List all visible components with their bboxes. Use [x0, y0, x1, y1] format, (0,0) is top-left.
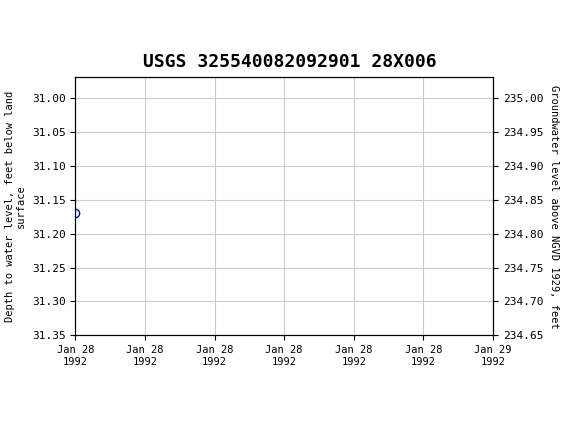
Text: USGS 325540082092901 28X006: USGS 325540082092901 28X006 [143, 53, 437, 71]
Y-axis label: Depth to water level, feet below land
surface: Depth to water level, feet below land su… [5, 91, 26, 322]
Y-axis label: Groundwater level above NGVD 1929, feet: Groundwater level above NGVD 1929, feet [549, 85, 559, 328]
Text: ▒USGS: ▒USGS [12, 15, 70, 37]
